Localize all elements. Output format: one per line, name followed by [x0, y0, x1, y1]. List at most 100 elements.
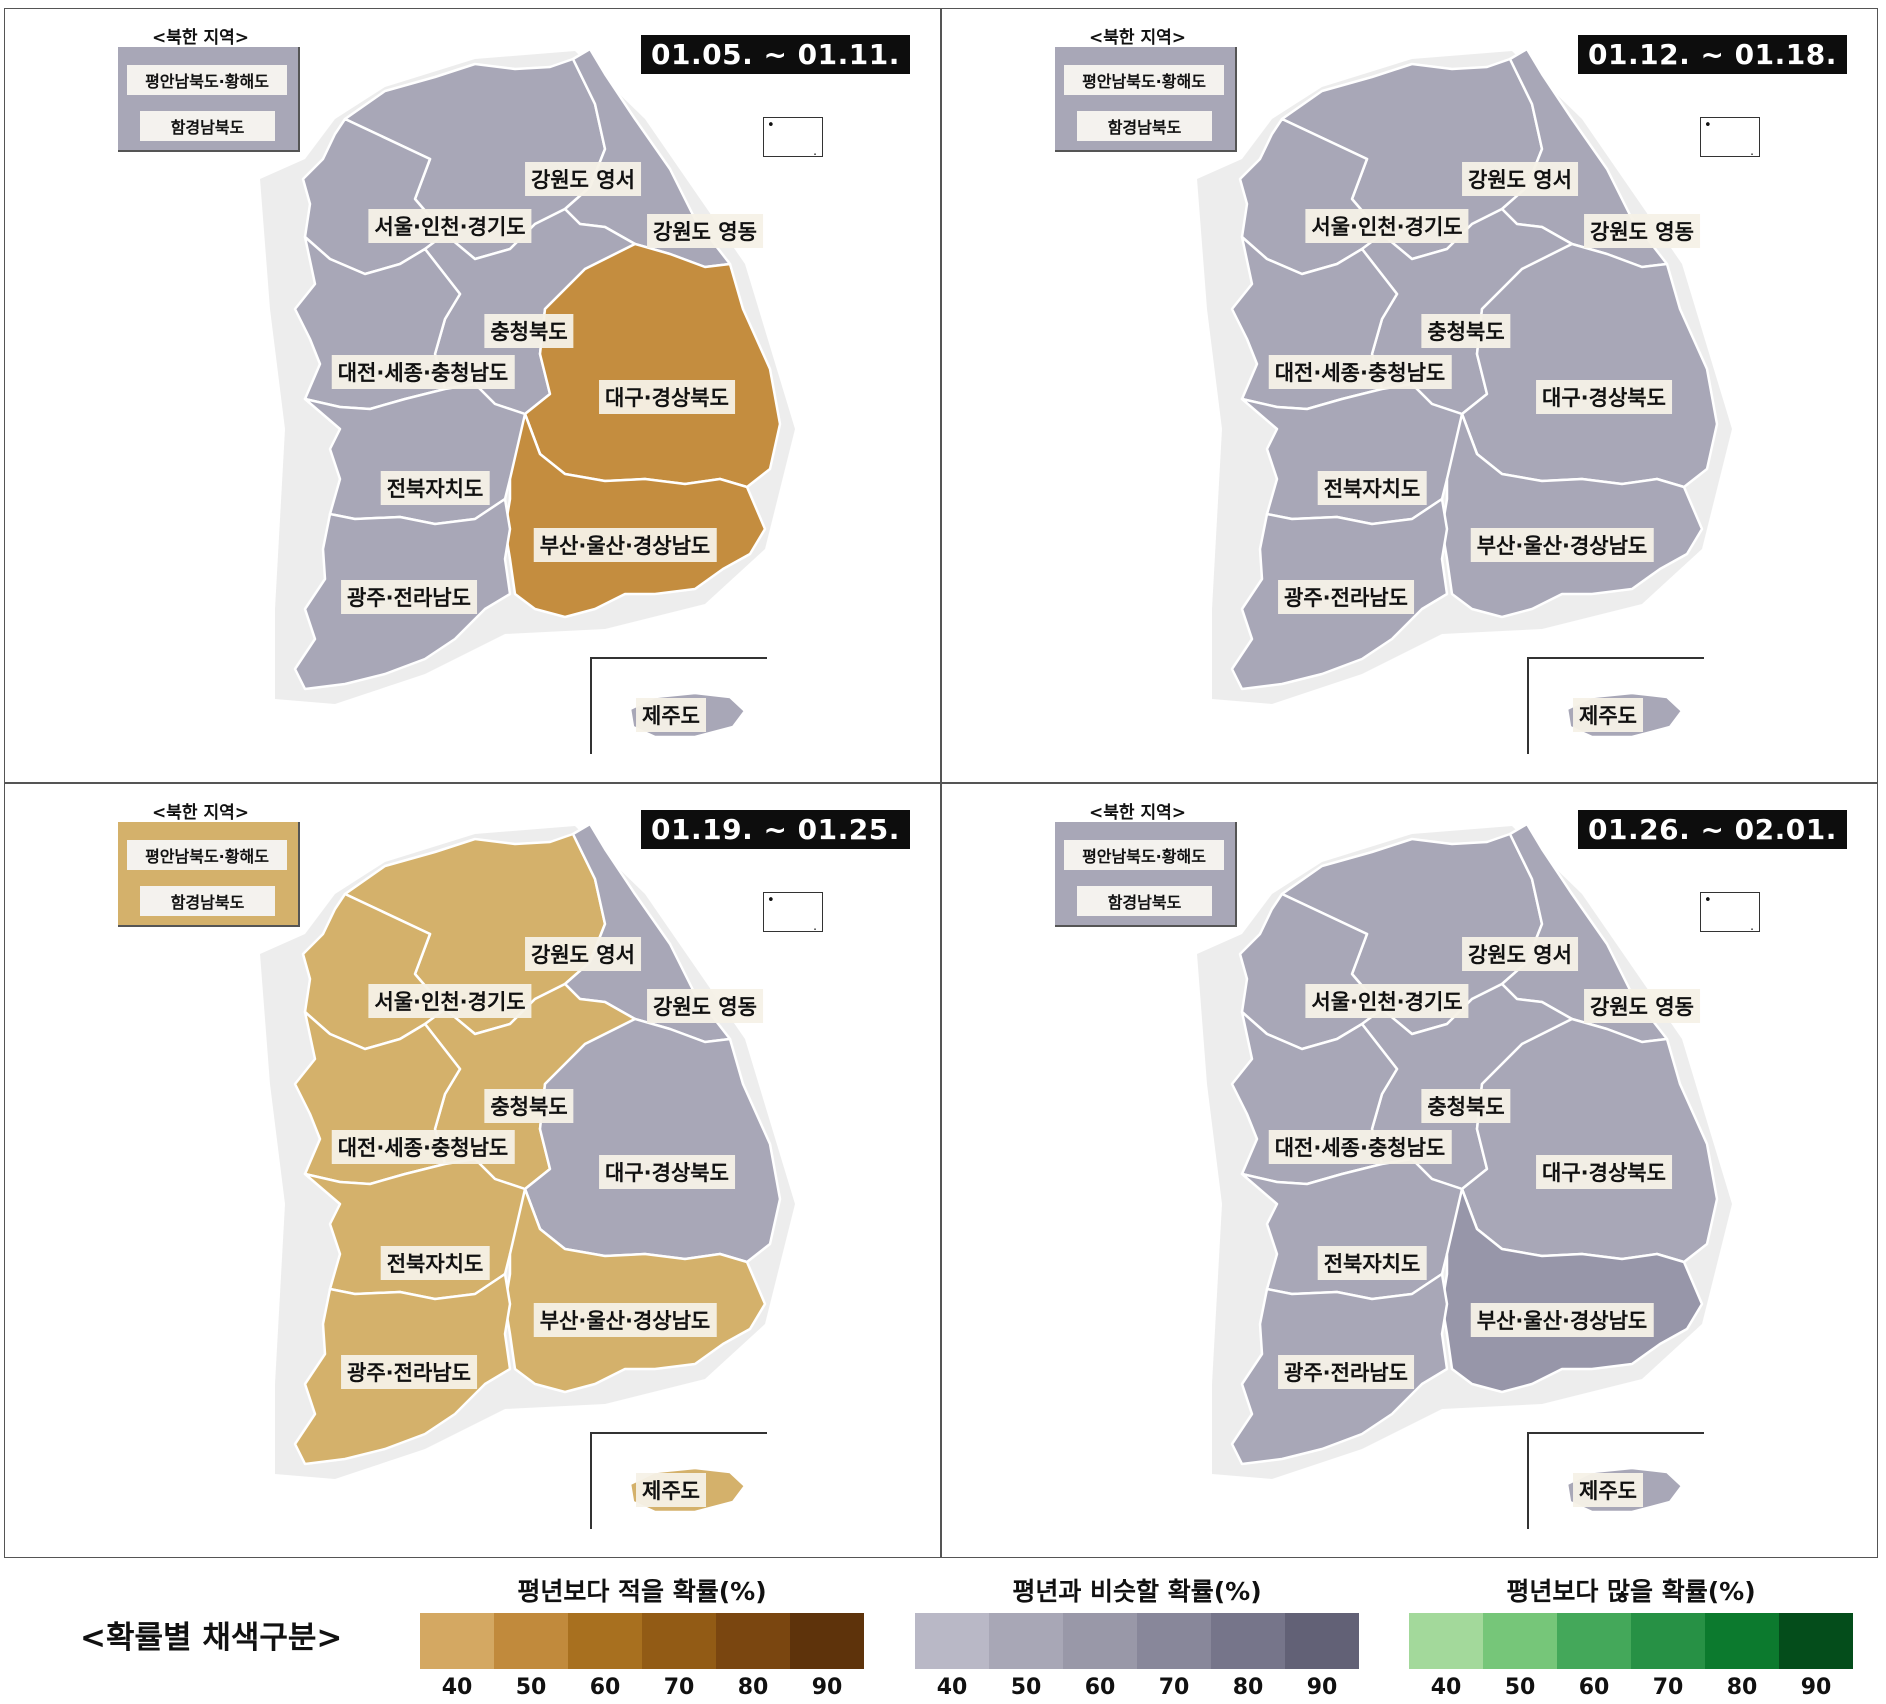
legend-swatch [1779, 1613, 1853, 1669]
jeju-inset-frame [590, 657, 767, 754]
ulleungdo-inset: •. [1700, 117, 1760, 158]
region-label-chungbuk: 충청북도 [1421, 1089, 1511, 1123]
legend-swatch [1285, 1613, 1359, 1669]
north-korea-title: <북한 지역> [152, 803, 249, 823]
region-label-jeju: 제주도 [1573, 698, 1643, 732]
legend-swatch [1409, 1613, 1483, 1669]
legend-swatch [568, 1613, 642, 1669]
legend-group-title: 평년보다 많을 확률(%) [1506, 1577, 1756, 1606]
date-range-badge: 01.26. ~ 02.01. [1578, 810, 1847, 849]
region-label-jeonbuk: 전북자치도 [380, 1246, 490, 1280]
legend-tick-label: 80 [737, 1675, 769, 1700]
region-label-gyeongbuk: 대구·경상북도 [1536, 1155, 1672, 1189]
legend-swatch [420, 1613, 494, 1669]
region-label-jeonbuk: 전북자치도 [380, 471, 490, 505]
legend-tick-label: 50 [515, 1675, 547, 1700]
region-label-gangwon-west: 강원도 영서 [525, 937, 641, 971]
region-label-jeju: 제주도 [636, 698, 706, 732]
region-label-gangwon-west: 강원도 영서 [1462, 937, 1578, 971]
date-range-badge: 01.05. ~ 01.11. [641, 35, 910, 74]
region-label-seoul: 서울·인천·경기도 [1305, 984, 1469, 1018]
legend-tick-label: 40 [936, 1675, 968, 1700]
region-label-jeonnam: 광주·전라남도 [341, 1355, 477, 1389]
region-label-seoul: 서울·인천·경기도 [1305, 209, 1469, 243]
north-korea-title: <북한 지역> [152, 28, 249, 48]
region-label-gangwon-east: 강원도 영동 [647, 214, 763, 248]
legend-tick-label: 50 [1504, 1675, 1536, 1700]
north-region-pyongan-hwanghae: 평안남북도·황해도 [127, 840, 287, 870]
north-region-hamgyong: 함경남북도 [1077, 886, 1212, 916]
north-korea-title: <북한 지역> [1089, 28, 1186, 48]
region-label-jeonbuk: 전북자치도 [1317, 471, 1427, 505]
region-label-chungbuk: 충청북도 [1421, 314, 1511, 348]
ulleungdo-inset: •. [763, 117, 823, 158]
legend-tick-label: 60 [589, 1675, 621, 1700]
legend-swatch [1211, 1613, 1285, 1669]
legend-swatch [1137, 1613, 1211, 1669]
legend-group-title: 평년과 비슷할 확률(%) [1012, 1577, 1262, 1606]
north-region-hamgyong: 함경남북도 [1077, 111, 1212, 141]
legend-tick-label: 60 [1578, 1675, 1610, 1700]
region-label-jeju: 제주도 [1573, 1473, 1643, 1507]
region-gyeongnam [1440, 412, 1704, 619]
region-gyeongnam [1440, 1187, 1704, 1394]
region-label-gyeongnam: 부산·울산·경상남도 [1470, 1303, 1654, 1337]
legend-tick-label: 90 [1306, 1675, 1338, 1700]
region-label-jeonnam: 광주·전라남도 [341, 580, 477, 614]
region-label-gangwon-west: 강원도 영서 [525, 162, 641, 196]
north-region-hamgyong: 함경남북도 [140, 111, 275, 141]
legend-swatch [1557, 1613, 1631, 1669]
region-label-gangwon-west: 강원도 영서 [1462, 162, 1578, 196]
legend-swatch [915, 1613, 989, 1669]
legend-swatch [642, 1613, 716, 1669]
legend-tick-label: 70 [1158, 1675, 1190, 1700]
ulleungdo-inset: •. [763, 892, 823, 933]
legend-swatch [1483, 1613, 1557, 1669]
legend-tick-label: 40 [441, 1675, 473, 1700]
region-label-jeonnam: 광주·전라남도 [1278, 1355, 1414, 1389]
date-range-badge: 01.19. ~ 01.25. [641, 810, 910, 849]
legend-swatch [1705, 1613, 1779, 1669]
legend-tick-label: 40 [1430, 1675, 1462, 1700]
legend-tick-label: 80 [1726, 1675, 1758, 1700]
region-label-gangwon-east: 강원도 영동 [1584, 989, 1700, 1023]
region-label-gyeongnam: 부산·울산·경상남도 [533, 1303, 717, 1337]
legend-tick-label: 70 [1652, 1675, 1684, 1700]
region-label-seoul: 서울·인천·경기도 [368, 984, 532, 1018]
north-region-pyongan-hwanghae: 평안남북도·황해도 [1064, 65, 1224, 95]
legend-tick-label: 50 [1010, 1675, 1042, 1700]
region-label-gangwon-east: 강원도 영동 [1584, 214, 1700, 248]
region-label-chungnam: 대전·세종·충청남도 [331, 355, 515, 389]
legend-tick-label: 80 [1232, 1675, 1264, 1700]
legend-swatch [716, 1613, 790, 1669]
region-label-jeonnam: 광주·전라남도 [1278, 580, 1414, 614]
jeju-inset-frame [1527, 1432, 1704, 1529]
region-label-jeonbuk: 전북자치도 [1317, 1246, 1427, 1280]
legend-group-title: 평년보다 적을 확률(%) [517, 1577, 767, 1606]
region-label-gyeongbuk: 대구·경상북도 [1536, 380, 1672, 414]
north-region-hamgyong: 함경남북도 [140, 886, 275, 916]
legend-tick-label: 90 [1800, 1675, 1832, 1700]
legend-swatch [494, 1613, 568, 1669]
region-label-chungnam: 대전·세종·충청남도 [1268, 1130, 1452, 1164]
north-region-pyongan-hwanghae: 평안남북도·황해도 [127, 65, 287, 95]
legend-swatch [790, 1613, 864, 1669]
region-label-seoul: 서울·인천·경기도 [368, 209, 532, 243]
region-label-chungbuk: 충청북도 [484, 1089, 574, 1123]
region-label-chungnam: 대전·세종·충청남도 [331, 1130, 515, 1164]
region-label-gangwon-east: 강원도 영동 [647, 989, 763, 1023]
region-label-gyeongbuk: 대구·경상북도 [599, 1155, 735, 1189]
ulleungdo-inset: •. [1700, 892, 1760, 933]
forecast-map-panel: <북한 지역> 평안남북도·황해도 함경남북도 01.26. ~ 02.01. •. 강원… [941, 783, 1878, 1558]
region-gyeongnam [503, 412, 767, 619]
legend-tick-label: 60 [1084, 1675, 1116, 1700]
jeju-inset-frame [1527, 657, 1704, 754]
region-label-jeju: 제주도 [636, 1473, 706, 1507]
legend-main-label: <확률별 채색구분> [80, 1620, 343, 1656]
legend-tick-label: 90 [811, 1675, 843, 1700]
legend-swatch [1063, 1613, 1137, 1669]
region-label-gyeongnam: 부산·울산·경상남도 [1470, 528, 1654, 562]
region-label-gyeongbuk: 대구·경상북도 [599, 380, 735, 414]
